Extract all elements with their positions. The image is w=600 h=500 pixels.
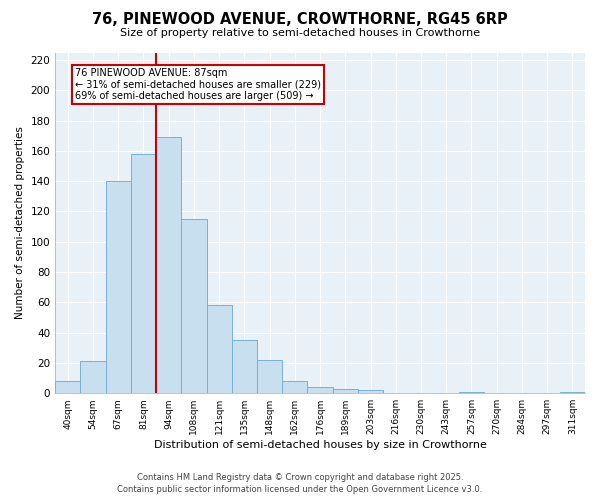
Bar (131, 154, 156, 393)
Bar (560, 392, 585, 393)
Bar (459, 392, 484, 393)
Bar (80, 362, 106, 393)
Text: Size of property relative to semi-detached houses in Crowthorne: Size of property relative to semi-detach… (120, 28, 480, 38)
Bar (55, 381, 80, 393)
Bar (232, 340, 257, 393)
Bar (358, 390, 383, 393)
Y-axis label: Number of semi-detached properties: Number of semi-detached properties (15, 126, 25, 320)
Bar (282, 381, 307, 393)
Text: 76 PINEWOOD AVENUE: 87sqm
← 31% of semi-detached houses are smaller (229)
69% of: 76 PINEWOOD AVENUE: 87sqm ← 31% of semi-… (76, 68, 322, 101)
Bar (206, 306, 232, 393)
Text: 76, PINEWOOD AVENUE, CROWTHORNE, RG45 6RP: 76, PINEWOOD AVENUE, CROWTHORNE, RG45 6R… (92, 12, 508, 28)
X-axis label: Distribution of semi-detached houses by size in Crowthorne: Distribution of semi-detached houses by … (154, 440, 487, 450)
Bar (257, 360, 282, 393)
Bar (307, 387, 332, 393)
Bar (181, 219, 206, 393)
Bar (156, 138, 181, 393)
Bar (106, 181, 131, 393)
Text: Contains HM Land Registry data © Crown copyright and database right 2025.
Contai: Contains HM Land Registry data © Crown c… (118, 472, 482, 494)
Bar (332, 388, 358, 393)
